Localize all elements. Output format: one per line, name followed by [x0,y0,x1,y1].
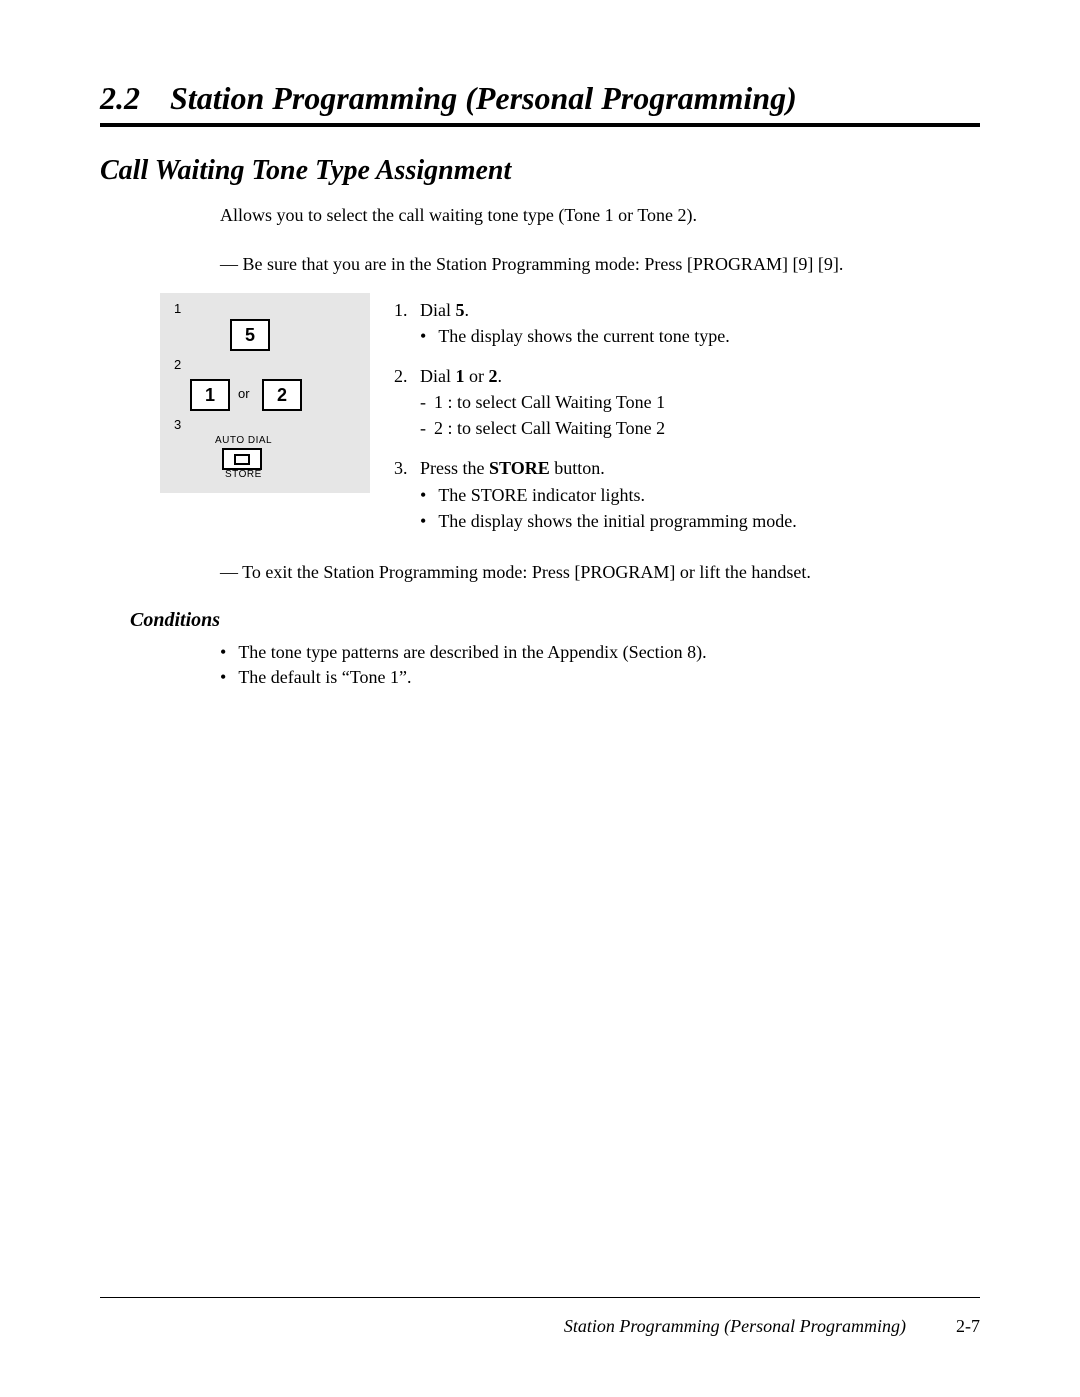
store-button-icon [222,448,262,470]
autodial-label: AUTO DIAL [215,435,272,446]
page: 2.2Station Programming (Personal Program… [0,0,1080,1397]
step-num: 2. [394,363,414,389]
conditions-list: The tone type patterns are described in … [220,642,980,688]
bullet-icon [220,642,230,663]
step-bullet: The display shows the current tone type. [420,323,980,349]
step-dash: 1 : to select Call Waiting Tone 1 [420,389,980,415]
dash-icon [420,389,426,415]
step-bullet: The STORE indicator lights. [420,482,980,508]
key-5: 5 [230,319,270,351]
bullet-icon [420,508,430,534]
section-number: 2.2 [100,80,140,117]
store-label: STORE [225,469,262,480]
step-dash: 2 : to select Call Waiting Tone 2 [420,415,980,441]
step-num: 1. [394,297,414,323]
dash-icon [420,415,426,441]
step-bullet: The display shows the initial programmin… [420,508,980,534]
key-1: 1 [190,379,230,411]
step-2: 2. Dial 1 or 2. 1 : to select Call Waiti… [394,363,980,441]
condition-item: The tone type patterns are described in … [220,642,980,663]
section-header: 2.2 Station Programming (Personal Program… [100,80,980,127]
page-subtitle: Call Waiting Tone Type Assignment [100,155,980,187]
diagram-row-label-3: 3 [174,417,181,432]
step-text: Dial 5. [420,297,469,323]
intro-text: Allows you to select the call waiting to… [220,205,980,226]
key-2: 2 [262,379,302,411]
steps-list: 1. Dial 5. The display shows the current… [394,293,980,548]
page-footer: Station Programming (Personal Programmin… [100,1297,980,1337]
poststep-text: — To exit the Station Programming mode: … [220,562,980,583]
diagram-row-label-1: 1 [174,301,181,316]
bullet-icon [420,323,430,349]
or-label: or [238,386,250,401]
condition-item: The default is “Tone 1”. [220,667,980,688]
step-3: 3. Press the STORE button. The STORE ind… [394,455,980,533]
step-num: 3. [394,455,414,481]
bullet-icon [220,667,230,688]
store-indicator-icon [234,454,250,465]
footer-title: Station Programming (Personal Programmin… [564,1316,906,1337]
bullet-icon [420,482,430,508]
step-1: 1. Dial 5. The display shows the current… [394,297,980,349]
footer-page-number: 2-7 [956,1316,980,1337]
step-text: Press the STORE button. [420,455,605,481]
conditions-header: Conditions [130,609,980,632]
diagram-row-label-2: 2 [174,357,181,372]
section-title: Station Programming (Personal Programmin… [170,80,797,116]
step-text: Dial 1 or 2. [420,363,502,389]
keypad-diagram: 1 5 2 1 or 2 3 AUTO DIAL STORE [160,293,370,493]
body-row: 1 5 2 1 or 2 3 AUTO DIAL STORE 1. Dial 5… [160,293,980,548]
prestep-text: — Be sure that you are in the Station Pr… [220,254,980,275]
